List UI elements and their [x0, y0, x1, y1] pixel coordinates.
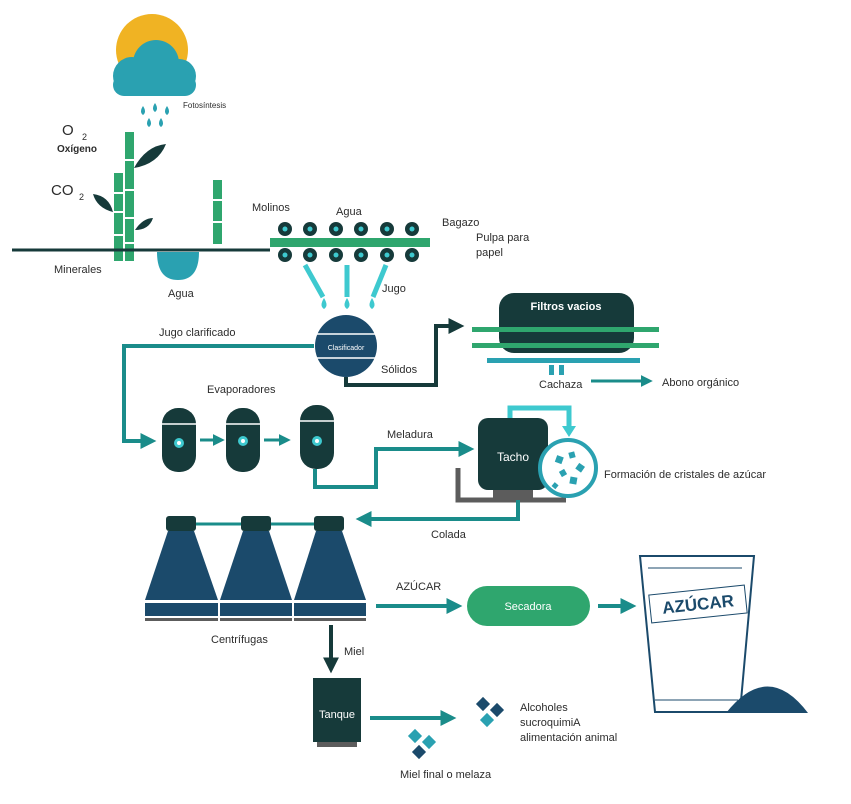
juice-streams-icon — [302, 263, 389, 299]
pulpa-label-line1: Pulpa para — [476, 232, 530, 244]
evaporator-3 — [300, 405, 334, 469]
mill-rollers-icon — [270, 222, 430, 262]
colada-arrow — [355, 500, 520, 527]
colada-label: Colada — [431, 529, 467, 541]
vacuum-filter-drum: Filtros vacios — [472, 293, 659, 375]
tacho-pipe — [507, 405, 572, 426]
water-pool-icon — [157, 252, 199, 280]
sugar-bag-icon: AZÚCAR — [638, 555, 756, 713]
jugo-label: Jugo — [382, 283, 406, 295]
co2-subscript: 2 — [79, 192, 84, 202]
evaporator-2 — [226, 408, 260, 472]
sugarcane-plant-icon — [93, 132, 222, 261]
tanque-tank: Tanque — [313, 678, 361, 747]
clasificador-label: Clasificador — [328, 345, 365, 352]
clarified-juice-arrow — [122, 344, 314, 449]
molinos-label: Molinos — [252, 202, 290, 214]
miel-label: Miel — [344, 646, 364, 658]
solids-arrow — [344, 318, 465, 387]
sugar-crystals-icon — [538, 438, 598, 498]
filtros-vacios-label: Filtros vacios — [531, 301, 602, 313]
o2-symbol: O — [62, 122, 74, 139]
alcohol-crystals-icon — [475, 696, 505, 728]
bagazo-label: Bagazo — [442, 217, 479, 229]
jugo-clarificado-label: Jugo clarificado — [159, 327, 235, 339]
co2-symbol: CO — [51, 182, 74, 199]
centrifugas-label: Centrífugas — [211, 634, 268, 646]
evaporadores-label: Evaporadores — [207, 384, 276, 396]
sugar-pile-icon — [726, 686, 808, 713]
formacion-cristales-label: Formación de cristales de azúcar — [604, 469, 766, 481]
miel-final-label: Miel final o melaza — [400, 769, 492, 781]
centrifuge-3 — [294, 516, 366, 621]
evaporator-1 — [162, 408, 196, 472]
secadora-dryer: Secadora — [467, 586, 590, 626]
cachaza-label: Cachaza — [539, 379, 583, 391]
fotosintesis-label: Fotosíntesis — [183, 101, 226, 110]
sucroquimia-label: sucroquimiA — [520, 717, 581, 729]
centrifuge-2 — [220, 516, 292, 621]
minerales-label: Minerales — [54, 264, 102, 276]
tacho-vessel: Tacho — [455, 418, 566, 503]
azucar-flujo-label: AZÚCAR — [396, 580, 441, 593]
rain-drops-icon — [141, 103, 169, 127]
agua-suelo-label: Agua — [168, 288, 195, 300]
solidos-label: Sólidos — [381, 364, 418, 376]
centrifuge-1 — [145, 516, 218, 621]
juice-drops-icon — [321, 298, 375, 309]
alcoholes-label: Alcoholes — [520, 702, 568, 714]
alimentacion-animal-label: alimentación animal — [520, 732, 617, 744]
oxigeno-label: Oxígeno — [57, 144, 97, 155]
abono-organico-label: Abono orgánico — [662, 377, 739, 389]
melaza-crystals-icon — [407, 728, 437, 760]
meladura-arrow — [313, 441, 475, 489]
o2-subscript: 2 — [82, 132, 87, 142]
clarifier-tank: Clasificador — [315, 315, 377, 377]
agua-molinos-label: Agua — [336, 206, 363, 218]
pulpa-label-line2: papel — [476, 247, 503, 259]
tanque-label: Tanque — [319, 709, 355, 721]
tacho-nozzle — [562, 426, 576, 437]
secadora-label: Secadora — [504, 601, 552, 613]
meladura-label: Meladura — [387, 429, 434, 441]
cloud-icon — [113, 40, 196, 96]
tacho-label: Tacho — [497, 450, 529, 464]
